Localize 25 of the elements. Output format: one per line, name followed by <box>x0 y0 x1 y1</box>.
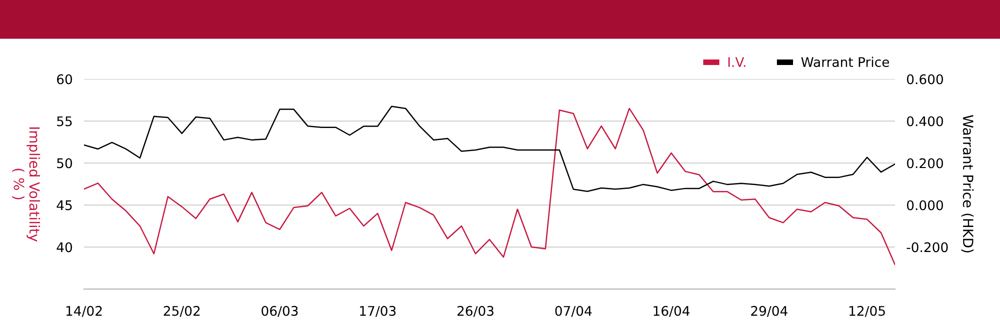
y2-axis-title: Warrant Price (HKD) <box>961 114 974 252</box>
line-series <box>84 108 895 266</box>
x-tick-label: 17/03 <box>360 306 396 317</box>
y-tick-label: 40 <box>56 242 72 252</box>
x-tick-label: 16/04 <box>654 306 690 317</box>
y2-tick-label: -0.200 <box>906 242 948 252</box>
y-tick-label: 60 <box>57 74 72 84</box>
x-tick-label: 25/02 <box>164 306 200 317</box>
x-tick-label: 07/04 <box>555 306 592 317</box>
x-tick-label: 14/02 <box>66 306 102 317</box>
y-tick-label: 45 <box>56 200 72 210</box>
line-series <box>84 106 895 192</box>
y-tick-label: 50 <box>57 158 72 168</box>
x-tick-label: 29/04 <box>751 306 788 317</box>
x-tick-label: 26/03 <box>457 306 494 317</box>
y2-tick-label: 0.200 <box>906 158 944 168</box>
y2-tick-label: 0.600 <box>906 74 944 84</box>
legend-label: I.V. <box>728 57 746 67</box>
y-tick-label: 55 <box>57 116 72 126</box>
y-axis-title: Implied Volatility ( % ) <box>12 127 40 242</box>
x-tick-label: 06/03 <box>262 306 298 317</box>
x-tick-label: 12/05 <box>849 306 885 317</box>
legend-label: Warrant Price <box>801 56 890 68</box>
y2-tick-label: 0.000 <box>906 200 944 210</box>
y2-tick-label: 0.400 <box>906 116 944 126</box>
